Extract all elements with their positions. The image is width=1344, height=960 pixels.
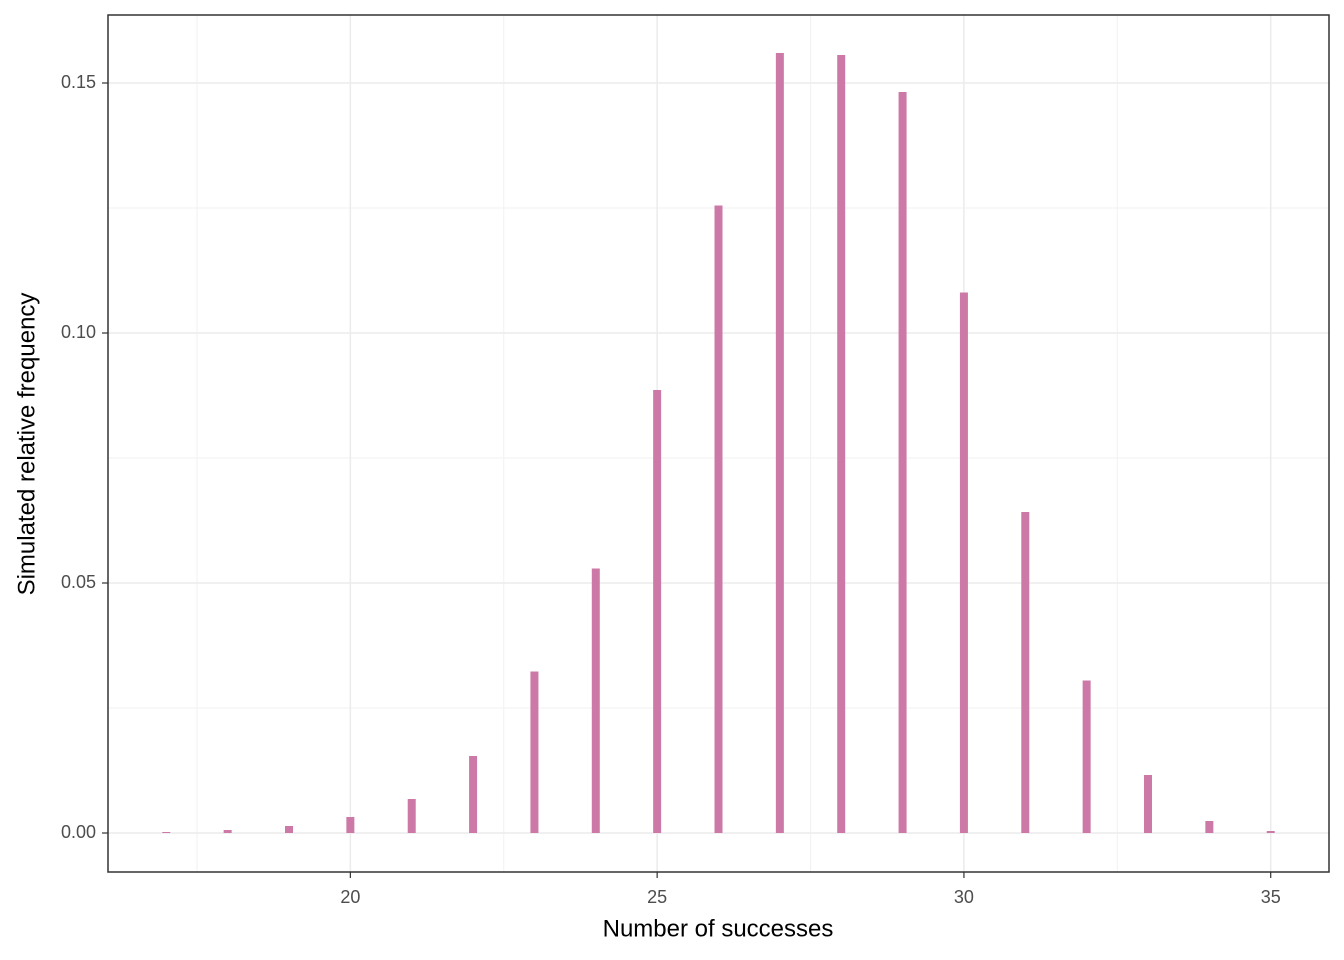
y-tick-label: 0.15	[61, 72, 96, 92]
bar	[837, 55, 846, 833]
x-tick-label: 25	[647, 887, 667, 907]
bar	[469, 756, 478, 833]
bar	[1021, 512, 1030, 833]
bar	[346, 817, 355, 833]
y-tick-label: 0.05	[61, 572, 96, 592]
x-axis-title: Number of successes	[603, 915, 834, 942]
bar	[530, 671, 539, 833]
bar	[1143, 775, 1152, 833]
bar	[959, 292, 968, 833]
y-tick-label: 0.00	[61, 822, 96, 842]
x-tick-label: 35	[1261, 887, 1281, 907]
y-tick-label: 0.10	[61, 322, 96, 342]
bar	[223, 830, 232, 833]
bar	[714, 205, 723, 833]
bar	[407, 799, 416, 833]
x-tick-label: 30	[954, 887, 974, 907]
panel-border	[107, 14, 1330, 873]
bar	[653, 390, 662, 833]
bar	[1082, 680, 1091, 833]
bar	[162, 832, 171, 833]
y-axis-title: Simulated relative frequency	[13, 293, 40, 596]
bar	[898, 92, 907, 833]
x-tick-label: 20	[340, 887, 360, 907]
bar	[285, 826, 294, 833]
bar	[591, 568, 600, 833]
bar	[775, 53, 784, 833]
bar	[1266, 831, 1275, 833]
bar	[1205, 821, 1214, 833]
